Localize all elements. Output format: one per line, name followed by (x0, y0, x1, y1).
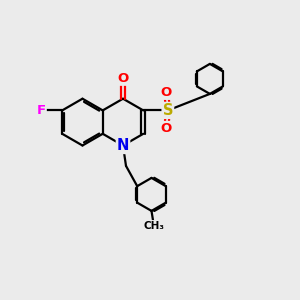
Text: N: N (117, 138, 129, 153)
Text: S: S (163, 103, 173, 118)
Text: CH₃: CH₃ (143, 221, 164, 231)
Text: O: O (161, 122, 172, 135)
Text: O: O (117, 72, 129, 85)
Text: F: F (37, 104, 46, 117)
Text: O: O (161, 86, 172, 99)
